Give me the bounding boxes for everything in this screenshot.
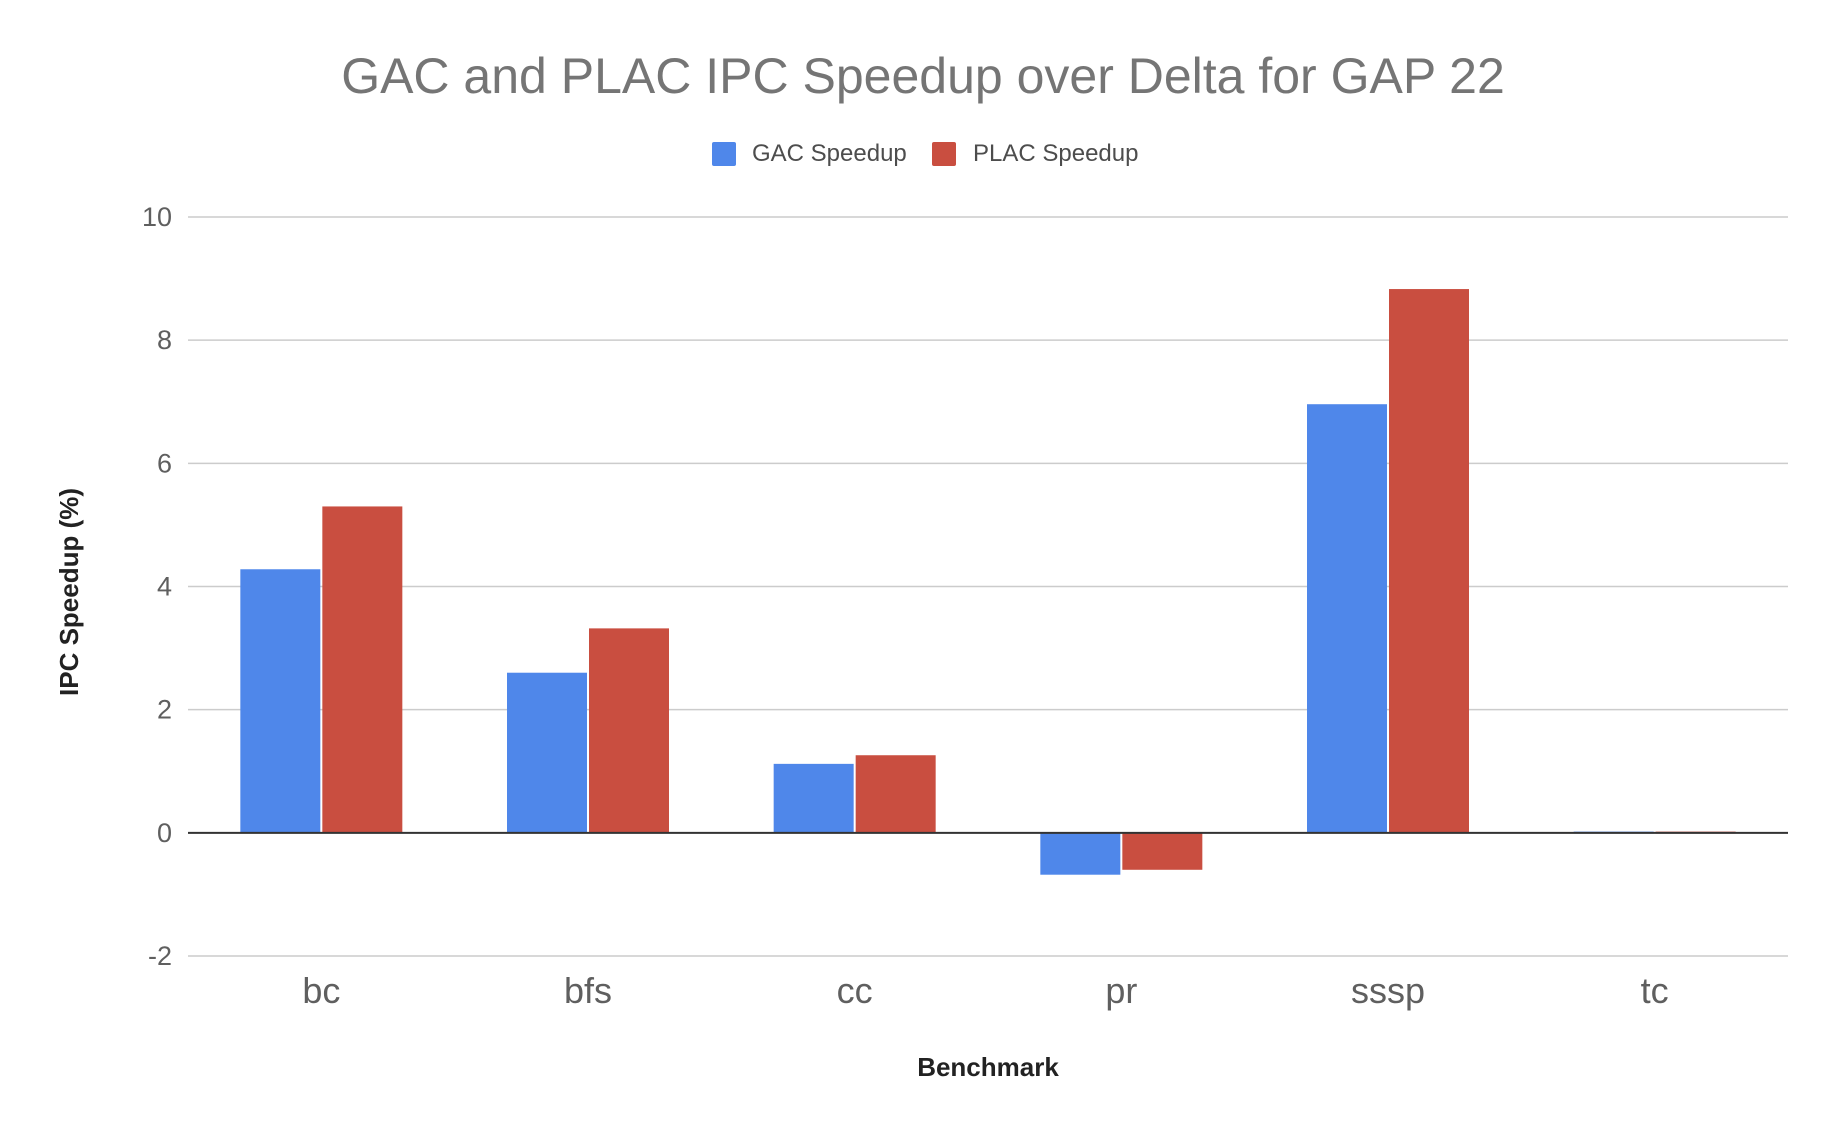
bars [240,289,1736,875]
bar-gac-pr [1040,832,1121,875]
y-axis-ticks: -2 0 2 4 6 8 10 [142,202,172,971]
x-tick-label: tc [1641,970,1669,1011]
x-tick-label: cc [837,970,873,1011]
bar-gac-sssp [1307,404,1387,833]
y-tick-label: -2 [148,941,172,971]
y-axis-label: IPC Speedup (%) [54,488,84,696]
y-tick-label: 2 [157,695,172,725]
bar-gac-bc [240,569,321,833]
x-tick-label: bc [302,970,340,1011]
bar-plac-bc [322,506,403,833]
bar-plac-cc [855,755,936,833]
y-tick-label: 6 [157,448,172,478]
bar-plac-sssp [1389,289,1469,833]
y-tick-label: 10 [142,202,172,232]
chart-title: GAC and PLAC IPC Speedup over Delta for … [341,48,1505,104]
bar-plac-pr [1122,832,1203,870]
x-tick-label: sssp [1351,970,1425,1011]
y-tick-label: 8 [157,325,172,355]
legend: GAC Speedup PLAC Speedup [712,140,1138,167]
legend-label-gac: GAC Speedup [752,140,907,167]
y-tick-label: 4 [157,572,172,602]
x-axis-ticks: bc bfs cc pr sssp tc [302,970,1668,1011]
gridlines [188,216,1788,957]
x-tick-label: pr [1105,970,1137,1011]
y-tick-label: 0 [157,818,172,848]
bar-gac-cc [773,763,854,833]
bar-plac-bfs [589,628,669,833]
legend-swatch-plac [932,142,956,166]
legend-swatch-gac [712,142,736,166]
legend-label-plac: PLAC Speedup [973,140,1138,167]
x-axis-label: Benchmark [917,1052,1059,1082]
x-tick-label: bfs [564,970,612,1011]
bar-gac-bfs [507,672,587,833]
